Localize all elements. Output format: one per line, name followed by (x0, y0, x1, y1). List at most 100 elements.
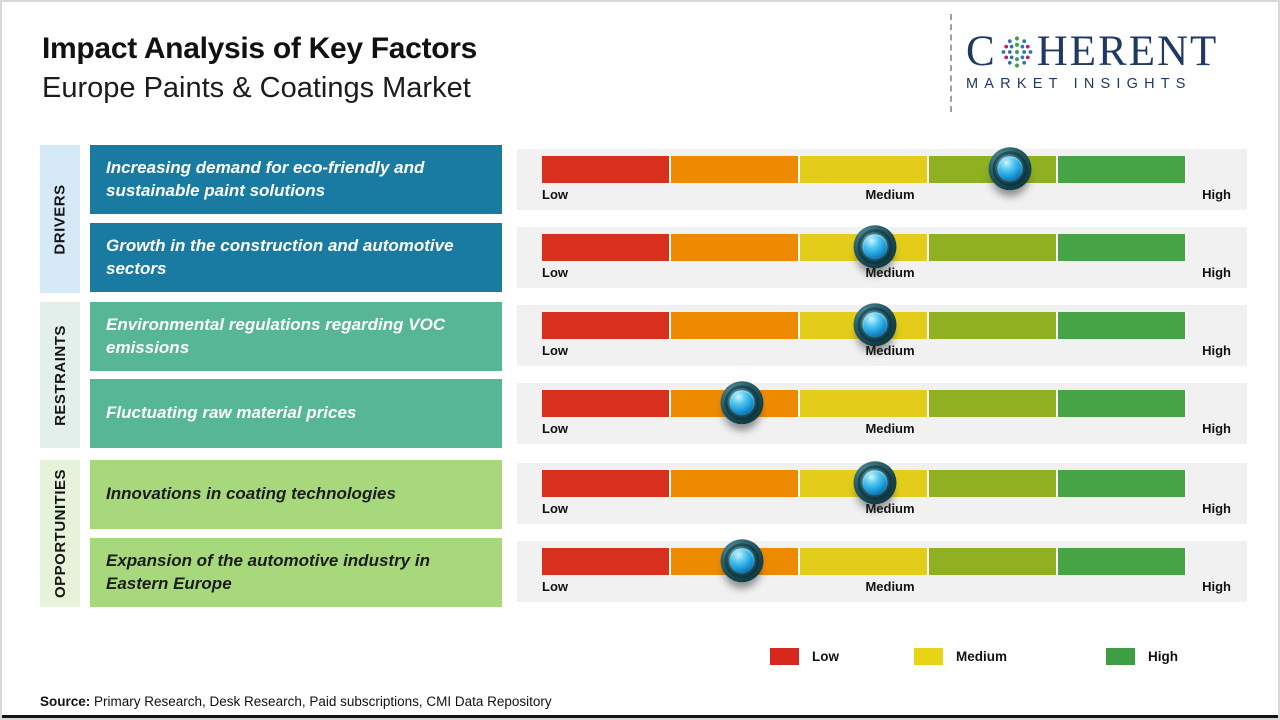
source-label: Source: (40, 694, 91, 709)
scale-label-high: High (1202, 187, 1231, 202)
scale-label-high: High (1202, 343, 1231, 358)
scale-label-high: High (1202, 265, 1231, 280)
scale-segment-low (542, 156, 671, 183)
scale-segment-medium (800, 390, 929, 417)
scale-label-high: High (1202, 501, 1231, 516)
scale-segment-low (542, 390, 671, 417)
coherent-logo: C HERENT MARKET INSIGHTS (966, 30, 1264, 92)
category-label-text: RESTRAINTS (51, 324, 69, 426)
category-label-opportunities: OPPORTUNITIES (40, 460, 80, 607)
scale-label-medium: Medium (865, 501, 915, 516)
legend-swatch-low (770, 648, 799, 665)
scale-segment-medium (800, 156, 929, 183)
legend-swatch-high (1106, 648, 1135, 665)
scale-label-medium: Medium (865, 579, 915, 594)
legend-label-medium: Medium (956, 649, 1008, 664)
factor-text: Fluctuating raw material prices (106, 403, 357, 423)
scale-label-low: Low (542, 265, 568, 280)
globe-icon (1001, 35, 1033, 68)
impact-scale-track (542, 380, 1187, 424)
impact-scale-row: Low Medium High (517, 224, 1247, 288)
scale-segment-low-medium (671, 470, 800, 497)
factor-text: Expansion of the automotive industry in … (106, 550, 430, 593)
scale-segment-medium-high (929, 312, 1058, 339)
scale-segment-medium-high (929, 548, 1058, 575)
scale-segment-high (1058, 548, 1187, 575)
impact-scale-track (542, 538, 1187, 582)
impact-marker (853, 224, 897, 268)
factor-text: Innovations in coating technologies (106, 484, 396, 504)
category-label-restraints: RESTRAINTS (40, 302, 80, 448)
scale-label-medium: Medium (865, 421, 915, 436)
scale-segment-low-medium (671, 234, 800, 261)
logo-letters-herent: HERENT (1036, 28, 1219, 75)
scale-label-low: Low (542, 579, 568, 594)
impact-marker (853, 460, 897, 504)
logo-tagline: MARKET INSIGHTS (966, 76, 1192, 92)
page-title: Impact Analysis of Key Factors (42, 32, 478, 65)
legend-label-low: Low (812, 649, 839, 664)
scale-label-medium: Medium (865, 343, 915, 358)
legend-item-low: Low (770, 648, 839, 665)
logo-letter-c: C (966, 28, 997, 75)
scale-segment-low (542, 548, 671, 575)
impact-scale-track (542, 302, 1187, 346)
factor-box: Growth in the construction and automotiv… (90, 223, 502, 292)
scale-label-medium: Medium (865, 187, 915, 202)
scale-label-high: High (1202, 421, 1231, 436)
impact-scale-row: Low Medium High (517, 460, 1247, 524)
scale-segment-high (1058, 156, 1187, 183)
logo-wordmark: C HERENT (966, 30, 1264, 73)
header: Impact Analysis of Key Factors Europe Pa… (42, 32, 477, 105)
factor-box: Innovations in coating technologies (90, 460, 502, 529)
factor-text: Environmental regulations regarding VOC … (106, 314, 446, 357)
impact-marker (720, 538, 764, 582)
legend-swatch-medium (914, 648, 943, 665)
scale-segment-low (542, 312, 671, 339)
scale-label-low: Low (542, 343, 568, 358)
scale-segment-high (1058, 390, 1187, 417)
category-label-drivers: DRIVERS (40, 145, 80, 293)
factor-box: Expansion of the automotive industry in … (90, 538, 502, 607)
impact-marker (853, 302, 897, 346)
factor-box: Increasing demand for eco-friendly and s… (90, 145, 502, 214)
impact-scale-row: Low Medium High (517, 380, 1247, 444)
scale-label-medium: Medium (865, 265, 915, 280)
page-subtitle: Europe Paints & Coatings Market (42, 72, 471, 104)
category-label-text: DRIVERS (51, 183, 69, 255)
scale-segment-low-medium (671, 312, 800, 339)
category-label-text: OPPORTUNITIES (51, 468, 69, 599)
impact-marker (988, 146, 1032, 190)
logo-divider (950, 14, 952, 112)
impact-scale-track (542, 460, 1187, 504)
scale-segment-medium-high (929, 470, 1058, 497)
scale-segment-low-medium (671, 156, 800, 183)
impact-scale-track (542, 146, 1187, 190)
source-note: Source: Primary Research, Desk Research,… (40, 694, 552, 709)
scale-segment-low (542, 234, 671, 261)
impact-scale-row: Low Medium High (517, 538, 1247, 602)
scale-label-high: High (1202, 579, 1231, 594)
bottom-rule (2, 715, 1278, 718)
source-text: Primary Research, Desk Research, Paid su… (90, 694, 552, 709)
factor-text: Increasing demand for eco-friendly and s… (106, 157, 425, 200)
scale-segment-high (1058, 234, 1187, 261)
scale-segment-high (1058, 470, 1187, 497)
impact-scale-row: Low Medium High (517, 302, 1247, 366)
scale-segment-low (542, 470, 671, 497)
scale-label-low: Low (542, 421, 568, 436)
factor-text: Growth in the construction and automotiv… (106, 235, 454, 278)
scale-segment-medium-high (929, 234, 1058, 261)
scale-segment-high (1058, 312, 1187, 339)
scale-label-low: Low (542, 187, 568, 202)
scale-segment-medium-high (929, 390, 1058, 417)
legend-label-high: High (1148, 649, 1178, 664)
legend-item-high: High (1106, 648, 1178, 665)
scale-label-low: Low (542, 501, 568, 516)
impact-scale-row: Low Medium High (517, 146, 1247, 210)
factor-box: Fluctuating raw material prices (90, 379, 502, 448)
impact-marker (720, 380, 764, 424)
legend-item-medium: Medium (914, 648, 1007, 665)
impact-scale-track (542, 224, 1187, 268)
